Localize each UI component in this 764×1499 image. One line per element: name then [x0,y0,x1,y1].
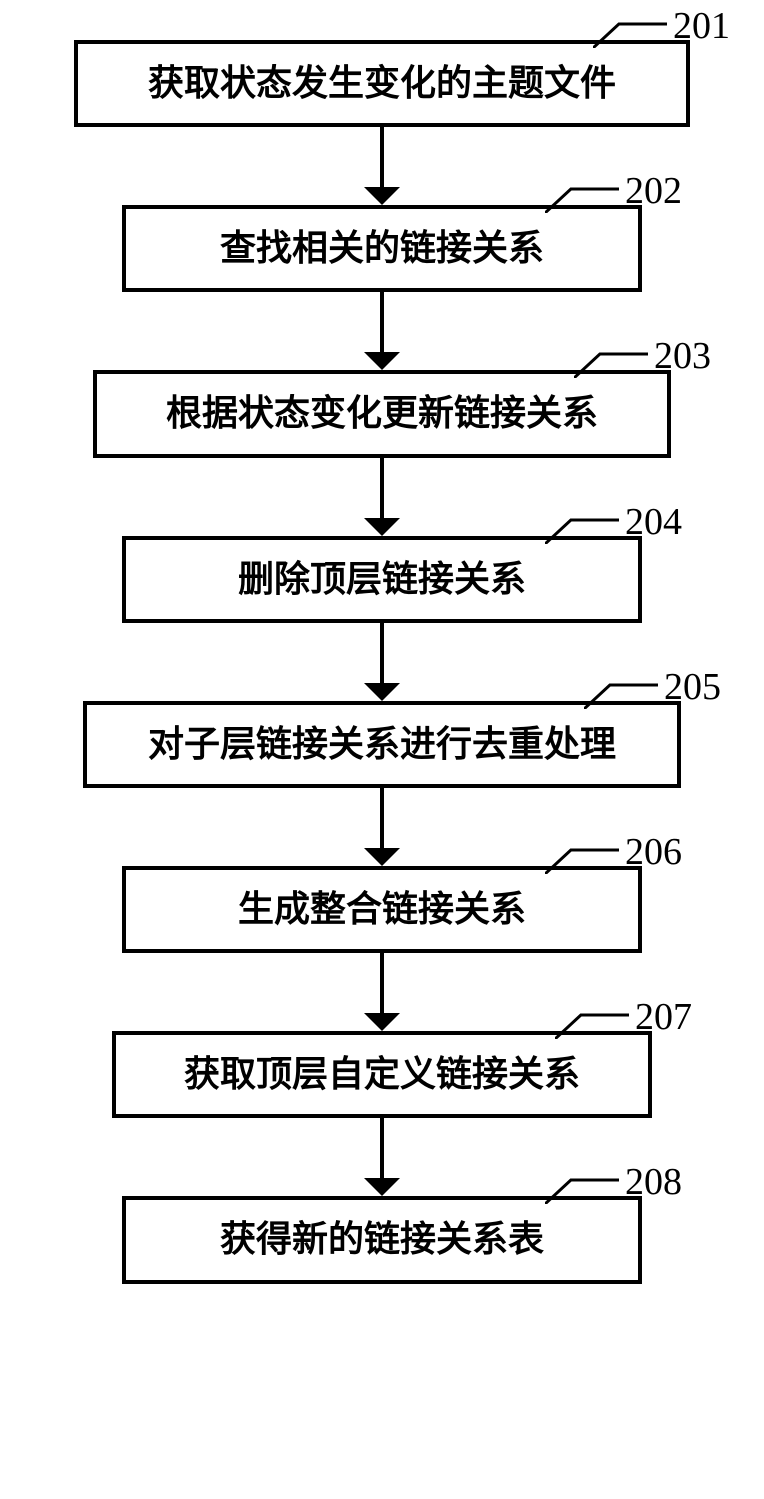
step-label: 206 [545,830,682,874]
step-number: 207 [635,995,692,1039]
leader-line-icon [574,348,648,378]
step-label: 201 [593,4,730,48]
leader-line-icon [545,1174,619,1204]
leader-line-icon [545,844,619,874]
step-label: 202 [545,169,682,213]
flow-step-204: 204删除顶层链接关系 [122,536,642,623]
arrow-down-icon [360,623,404,701]
step-number: 205 [664,665,721,709]
flowchart-container: 201获取状态发生变化的主题文件 202查找相关的链接关系 203根据状态变化更新链… [0,0,764,1284]
step-label: 207 [555,995,692,1039]
step-box: 获得新的链接关系表 [122,1196,642,1283]
step-box: 获取顶层自定义链接关系 [112,1031,652,1118]
leader-line-icon [593,18,667,48]
step-number: 201 [673,4,730,48]
flow-step-203: 203根据状态变化更新链接关系 [93,370,671,457]
leader-line-icon [584,679,658,709]
step-label: 205 [584,665,721,709]
step-number: 206 [625,830,682,874]
step-number: 203 [654,334,711,378]
flow-step-206: 206生成整合链接关系 [122,866,642,953]
step-box: 查找相关的链接关系 [122,205,642,292]
leader-line-icon [545,514,619,544]
step-box: 生成整合链接关系 [122,866,642,953]
flow-step-208: 208获得新的链接关系表 [122,1196,642,1283]
step-box: 对子层链接关系进行去重处理 [83,701,681,788]
leader-line-icon [555,1009,629,1039]
flow-step-207: 207获取顶层自定义链接关系 [112,1031,652,1118]
flow-step-201: 201获取状态发生变化的主题文件 [74,40,690,127]
leader-line-icon [545,183,619,213]
step-number: 204 [625,500,682,544]
arrow-down-icon [360,788,404,866]
step-box: 删除顶层链接关系 [122,536,642,623]
arrow-down-icon [360,127,404,205]
step-label: 203 [574,334,711,378]
flow-step-205: 205对子层链接关系进行去重处理 [83,701,681,788]
flow-step-202: 202查找相关的链接关系 [122,205,642,292]
arrow-down-icon [360,1118,404,1196]
step-box: 根据状态变化更新链接关系 [93,370,671,457]
arrow-down-icon [360,953,404,1031]
step-box: 获取状态发生变化的主题文件 [74,40,690,127]
arrow-down-icon [360,292,404,370]
step-label: 208 [545,1160,682,1204]
step-number: 208 [625,1160,682,1204]
arrow-down-icon [360,458,404,536]
step-label: 204 [545,500,682,544]
step-number: 202 [625,169,682,213]
